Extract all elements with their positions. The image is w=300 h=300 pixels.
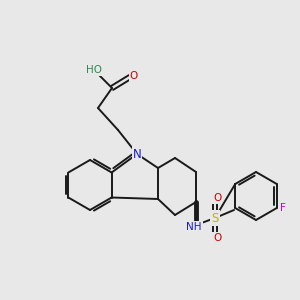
Text: S: S (211, 212, 219, 224)
Text: HO: HO (86, 65, 102, 75)
Text: N: N (133, 148, 141, 160)
Text: NH: NH (186, 222, 202, 232)
Text: O: O (213, 193, 221, 203)
Text: O: O (130, 71, 138, 81)
Text: O: O (213, 233, 221, 243)
Text: F: F (280, 203, 286, 213)
